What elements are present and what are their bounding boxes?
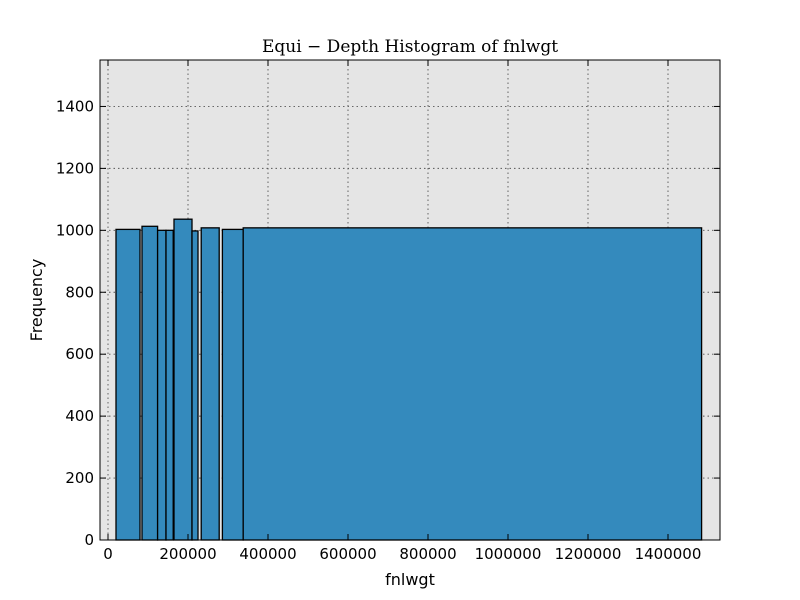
histogram-bar-4 bbox=[165, 229, 174, 541]
y-tick-label: 0 bbox=[84, 531, 94, 549]
x-tick-label: 1000000 bbox=[475, 545, 542, 563]
x-tick-label: 0 bbox=[103, 545, 113, 563]
y-tick-label: 1400 bbox=[56, 97, 94, 115]
x-tick-label: 600000 bbox=[319, 545, 376, 563]
y-tick-label: 200 bbox=[65, 469, 94, 487]
histogram-bar-9 bbox=[242, 227, 703, 541]
x-tick-label: 1200000 bbox=[555, 545, 622, 563]
plot-frame bbox=[99, 59, 721, 541]
x-tick-label: 400000 bbox=[239, 545, 296, 563]
histogram-bar-6 bbox=[191, 230, 199, 541]
y-tick-label: 400 bbox=[65, 407, 94, 425]
chart-title: Equi − Depth Histogram of fnlwgt bbox=[262, 37, 558, 57]
y-tick-label: 800 bbox=[65, 283, 94, 301]
y-tick-label: 1200 bbox=[56, 159, 94, 177]
x-axis-label: fnlwgt bbox=[385, 570, 435, 589]
histogram-bar-8 bbox=[221, 228, 244, 541]
histogram-bar-5 bbox=[173, 218, 193, 541]
x-tick-label: 1400000 bbox=[635, 545, 702, 563]
histogram-bar-3 bbox=[156, 229, 167, 541]
y-tick-label: 600 bbox=[65, 345, 94, 363]
x-tick-label: 800000 bbox=[399, 545, 456, 563]
y-axis-label: Frequency bbox=[27, 259, 46, 342]
histogram-bar-2 bbox=[141, 225, 159, 541]
x-tick-label: 200000 bbox=[159, 545, 216, 563]
histogram-bars bbox=[115, 218, 703, 541]
x-axis-ticks: 0 200000 400000 600000 800000 1000000 1200000 1… bbox=[103, 60, 701, 563]
histogram-bar-7 bbox=[200, 227, 220, 541]
histogram-bar-1 bbox=[115, 228, 141, 541]
y-tick-label: 1000 bbox=[56, 221, 94, 239]
y-axis-ticks: 0 200 400 600 800 1000 1200 1400 bbox=[56, 97, 720, 549]
